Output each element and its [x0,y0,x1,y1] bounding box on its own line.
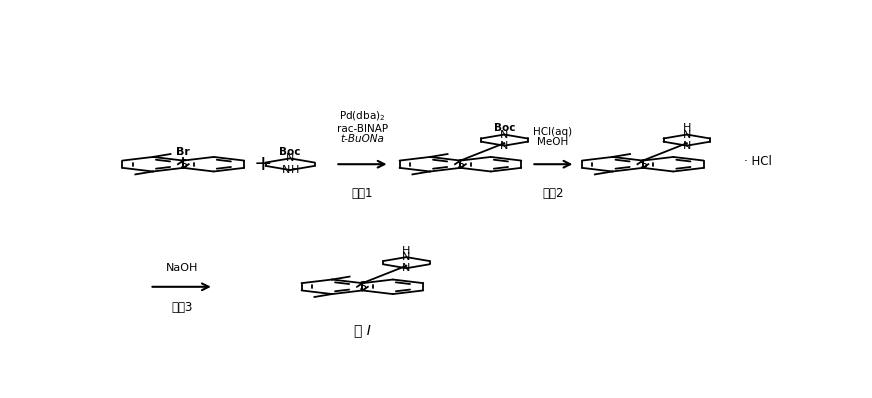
Text: S: S [180,158,187,171]
Text: 步项2: 步项2 [542,187,564,200]
Text: · HCl: · HCl [744,155,772,168]
Text: +: + [254,154,272,174]
Text: H: H [290,165,299,175]
Text: rac-BINAP: rac-BINAP [337,123,388,134]
Text: t-BuONa: t-BuONa [340,134,385,144]
Text: S: S [456,158,465,171]
Text: N: N [501,129,508,140]
Text: N: N [501,140,508,151]
Text: 式 I: 式 I [354,323,371,338]
Text: N: N [286,153,295,163]
Text: MeOH: MeOH [537,137,569,147]
Text: 步项1: 步项1 [351,187,373,200]
Text: Pd(dba)$_2$: Pd(dba)$_2$ [339,109,385,123]
Text: N: N [683,129,691,140]
Text: Boc: Boc [279,147,301,157]
Text: 步项3: 步项3 [171,300,193,314]
Text: N: N [402,263,411,273]
Text: H: H [683,123,691,133]
Text: H: H [402,246,411,256]
Text: N: N [282,165,290,175]
Text: S: S [639,158,647,171]
Text: Boc: Boc [494,123,515,133]
Text: NaOH: NaOH [166,263,198,273]
Text: HCl(aq): HCl(aq) [534,127,573,137]
Text: Br: Br [176,146,190,156]
Text: N: N [683,140,691,151]
Text: N: N [402,252,411,262]
Text: S: S [358,280,366,293]
